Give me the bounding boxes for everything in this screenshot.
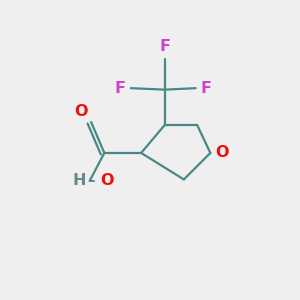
Text: O: O xyxy=(75,104,88,119)
Text: -: - xyxy=(88,173,95,188)
Text: F: F xyxy=(159,39,170,54)
Text: F: F xyxy=(201,81,212,96)
Text: F: F xyxy=(115,81,126,96)
Text: H: H xyxy=(73,173,86,188)
Text: O: O xyxy=(100,173,113,188)
Text: O: O xyxy=(216,146,229,160)
